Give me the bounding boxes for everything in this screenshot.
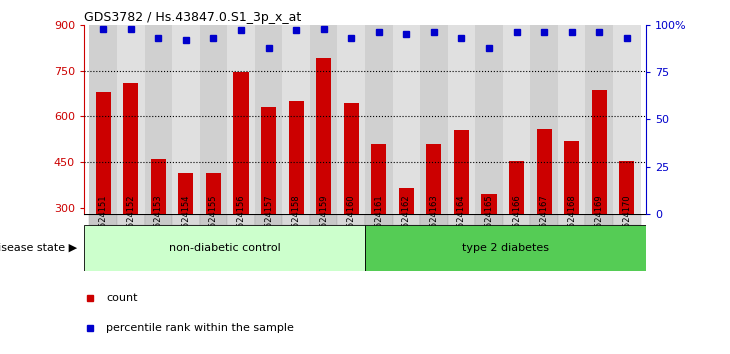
FancyBboxPatch shape <box>310 214 337 225</box>
Bar <box>454 130 469 214</box>
FancyBboxPatch shape <box>84 225 365 271</box>
Bar <box>234 72 249 214</box>
Text: GSM524155: GSM524155 <box>209 194 218 245</box>
Text: GSM524154: GSM524154 <box>181 194 191 245</box>
Bar <box>206 173 221 214</box>
FancyBboxPatch shape <box>475 214 503 225</box>
Bar <box>530 25 558 214</box>
Text: disease state ▶: disease state ▶ <box>0 243 77 253</box>
Text: GSM524168: GSM524168 <box>567 194 576 245</box>
Bar <box>420 25 447 214</box>
Bar <box>481 194 496 214</box>
Text: GSM524163: GSM524163 <box>429 194 439 245</box>
FancyBboxPatch shape <box>365 225 646 271</box>
Bar <box>564 141 579 214</box>
Bar <box>558 25 585 214</box>
Bar <box>316 58 331 214</box>
Text: GSM524167: GSM524167 <box>539 194 549 245</box>
Bar <box>227 25 255 214</box>
Text: GSM524158: GSM524158 <box>291 194 301 245</box>
Bar <box>503 25 530 214</box>
Bar <box>261 107 276 214</box>
Bar <box>96 92 111 214</box>
Bar <box>178 173 193 214</box>
FancyBboxPatch shape <box>393 214 420 225</box>
Text: GSM524164: GSM524164 <box>457 194 466 245</box>
Bar <box>619 161 634 214</box>
Bar <box>371 144 386 214</box>
Bar <box>288 101 304 214</box>
Bar <box>344 103 359 214</box>
Text: GSM524153: GSM524153 <box>154 194 163 245</box>
Bar <box>123 83 139 214</box>
FancyBboxPatch shape <box>172 214 200 225</box>
FancyBboxPatch shape <box>613 214 640 225</box>
FancyBboxPatch shape <box>365 214 393 225</box>
FancyBboxPatch shape <box>585 214 613 225</box>
Text: non-diabetic control: non-diabetic control <box>169 243 280 253</box>
Text: GSM524159: GSM524159 <box>319 194 328 245</box>
FancyBboxPatch shape <box>503 214 530 225</box>
Bar <box>537 129 552 214</box>
Text: GSM524169: GSM524169 <box>595 194 604 245</box>
FancyBboxPatch shape <box>447 214 475 225</box>
Bar <box>591 91 607 214</box>
FancyBboxPatch shape <box>283 214 310 225</box>
Bar <box>613 25 640 214</box>
Bar <box>117 25 145 214</box>
Bar <box>151 159 166 214</box>
Bar <box>399 188 414 214</box>
Text: percentile rank within the sample: percentile rank within the sample <box>107 323 294 333</box>
Bar <box>585 25 613 214</box>
Text: GSM524161: GSM524161 <box>374 194 383 245</box>
Bar <box>283 25 310 214</box>
Bar <box>365 25 393 214</box>
Text: GSM524170: GSM524170 <box>622 194 631 245</box>
Text: GSM524151: GSM524151 <box>99 194 108 245</box>
FancyBboxPatch shape <box>145 214 172 225</box>
Bar <box>447 25 475 214</box>
Bar <box>393 25 420 214</box>
Bar <box>337 25 365 214</box>
Bar <box>509 161 524 214</box>
Text: GSM524160: GSM524160 <box>347 194 356 245</box>
Bar <box>200 25 227 214</box>
Bar <box>310 25 337 214</box>
FancyBboxPatch shape <box>530 214 558 225</box>
Text: GDS3782 / Hs.43847.0.S1_3p_x_at: GDS3782 / Hs.43847.0.S1_3p_x_at <box>84 11 301 24</box>
FancyBboxPatch shape <box>255 214 283 225</box>
FancyBboxPatch shape <box>337 214 365 225</box>
Text: type 2 diabetes: type 2 diabetes <box>462 243 549 253</box>
Bar <box>475 25 503 214</box>
FancyBboxPatch shape <box>558 214 585 225</box>
Text: GSM524166: GSM524166 <box>512 194 521 245</box>
Bar <box>145 25 172 214</box>
FancyBboxPatch shape <box>90 214 117 225</box>
Bar <box>90 25 117 214</box>
FancyBboxPatch shape <box>227 214 255 225</box>
Bar <box>255 25 283 214</box>
FancyBboxPatch shape <box>200 214 227 225</box>
FancyBboxPatch shape <box>420 214 447 225</box>
Text: GSM524162: GSM524162 <box>402 194 411 245</box>
Text: GSM524156: GSM524156 <box>237 194 245 245</box>
Text: GSM524152: GSM524152 <box>126 194 135 245</box>
Bar <box>172 25 200 214</box>
FancyBboxPatch shape <box>117 214 145 225</box>
Bar <box>426 144 442 214</box>
Text: count: count <box>107 293 138 303</box>
Text: GSM524165: GSM524165 <box>485 194 493 245</box>
Text: GSM524157: GSM524157 <box>264 194 273 245</box>
